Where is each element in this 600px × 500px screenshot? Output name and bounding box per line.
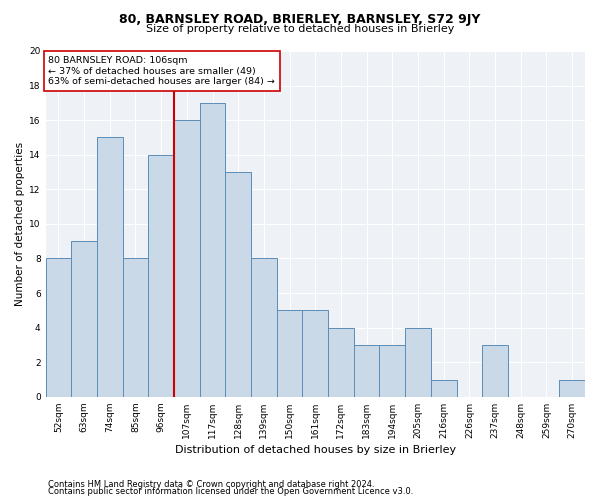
Text: Contains HM Land Registry data © Crown copyright and database right 2024.: Contains HM Land Registry data © Crown c…	[48, 480, 374, 489]
Bar	[405, 328, 431, 397]
Bar	[559, 380, 585, 397]
Bar	[46, 258, 71, 397]
Bar	[251, 258, 277, 397]
Bar	[122, 258, 148, 397]
Text: 80 BARNSLEY ROAD: 106sqm
← 37% of detached houses are smaller (49)
63% of semi-d: 80 BARNSLEY ROAD: 106sqm ← 37% of detach…	[48, 56, 275, 86]
Y-axis label: Number of detached properties: Number of detached properties	[15, 142, 25, 306]
Bar	[482, 345, 508, 397]
Bar	[379, 345, 405, 397]
Bar	[226, 172, 251, 397]
Text: Contains public sector information licensed under the Open Government Licence v3: Contains public sector information licen…	[48, 487, 413, 496]
Bar	[328, 328, 354, 397]
Text: Size of property relative to detached houses in Brierley: Size of property relative to detached ho…	[146, 24, 454, 34]
Bar	[277, 310, 302, 397]
Bar	[97, 138, 122, 397]
X-axis label: Distribution of detached houses by size in Brierley: Distribution of detached houses by size …	[175, 445, 456, 455]
Bar	[354, 345, 379, 397]
Bar	[431, 380, 457, 397]
Bar	[148, 154, 174, 397]
Bar	[200, 103, 226, 397]
Bar	[302, 310, 328, 397]
Text: 80, BARNSLEY ROAD, BRIERLEY, BARNSLEY, S72 9JY: 80, BARNSLEY ROAD, BRIERLEY, BARNSLEY, S…	[119, 12, 481, 26]
Bar	[71, 241, 97, 397]
Bar	[174, 120, 200, 397]
